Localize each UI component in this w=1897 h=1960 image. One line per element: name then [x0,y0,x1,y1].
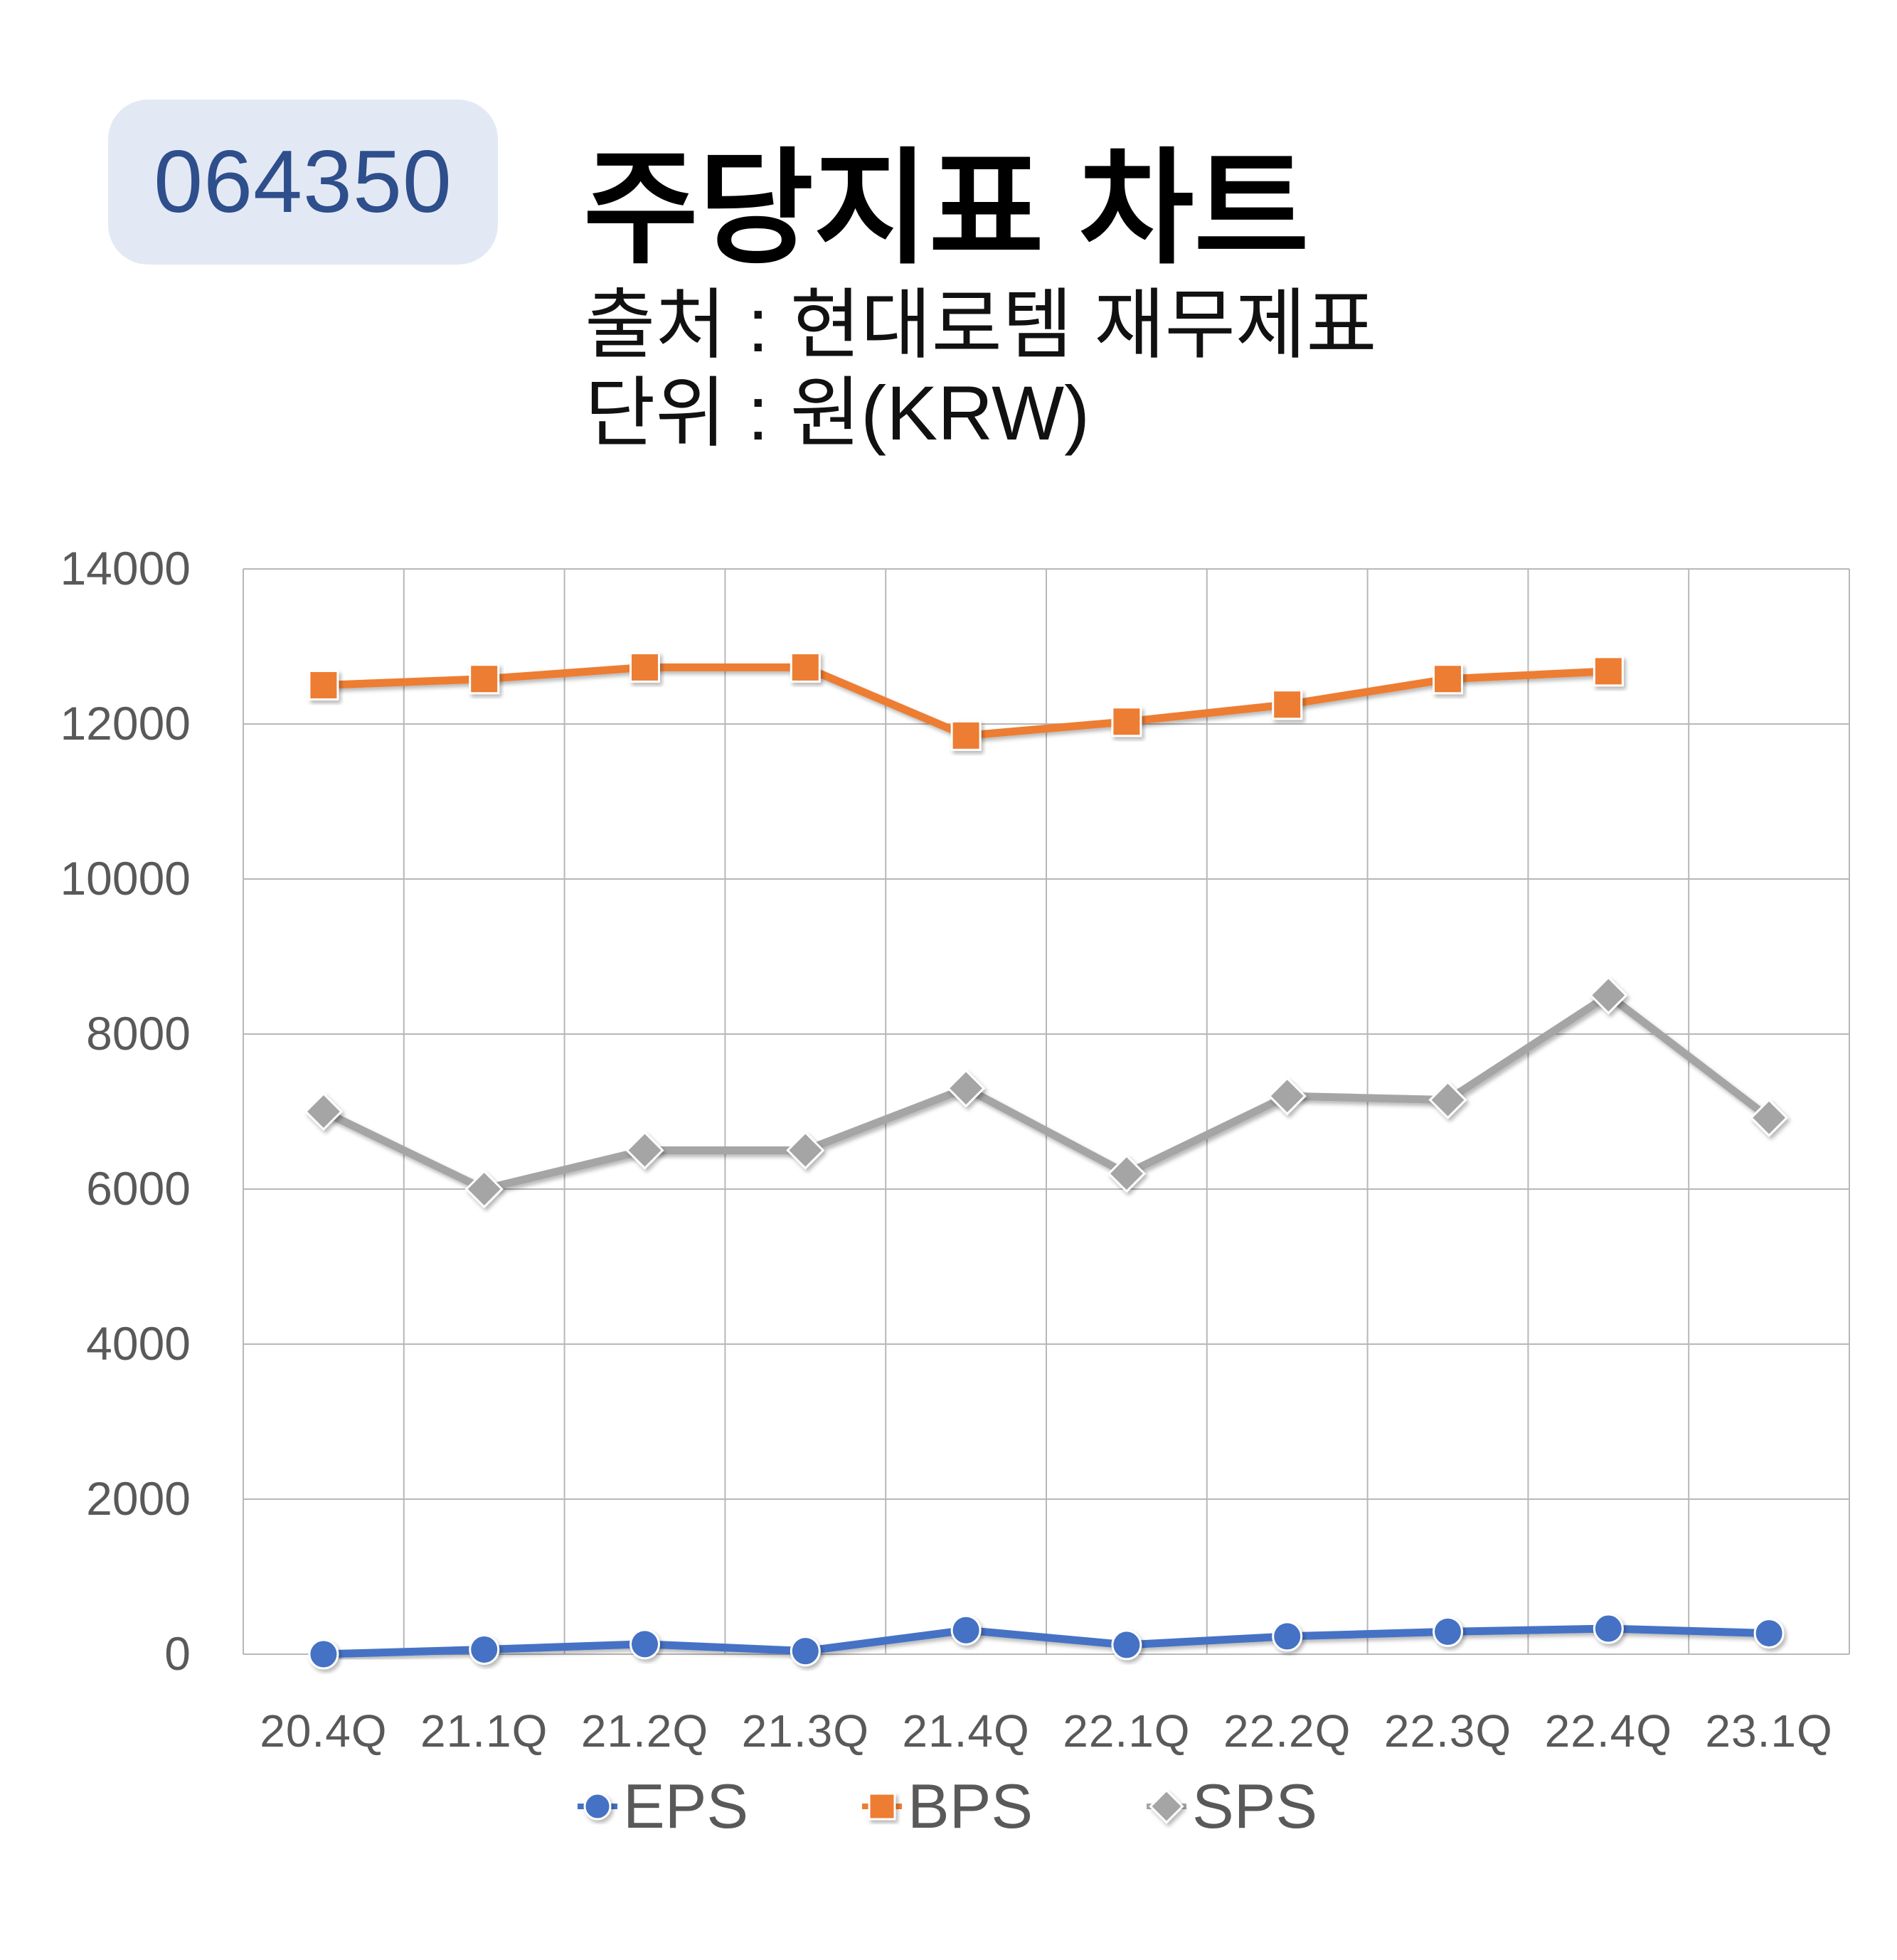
x-tick-label: 22.2Q [1223,1705,1351,1757]
bps-point [1433,664,1463,695]
y-tick-label: 10000 [60,852,191,905]
page-title: 주당지표 차트 [583,139,1309,279]
y-tick-label: 2000 [86,1472,191,1525]
source-line: 출처 : 현대로템 재무제표 [585,282,1377,368]
legend-marker-sps [1149,1789,1184,1824]
eps-series-line [319,1624,1773,1658]
sps-series-line [319,991,1773,1193]
y-tick-label: 8000 [86,1007,191,1060]
eps-point [629,1629,660,1660]
sps-point [786,1131,825,1170]
stock-code: 064350 [154,133,452,231]
x-tick-label: 21.3Q [742,1705,869,1757]
sps-point [625,1131,664,1170]
eps-point [1753,1618,1785,1649]
legend-marker-bps [868,1792,896,1821]
y-tick-label: 14000 [60,542,191,595]
x-tick-label: 23.1Q [1705,1705,1832,1757]
stock-code-badge: 064350 [108,100,498,265]
legend-marker-eps [583,1792,612,1821]
bps-point [629,651,660,683]
legend-label-sps: SPS [1192,1771,1317,1841]
bps-point [308,670,339,701]
x-tick-label: 21.2Q [581,1705,708,1757]
legend-label-bps: BPS [908,1771,1033,1841]
eps-point [469,1634,500,1665]
x-tick-label: 22.1Q [1063,1705,1190,1757]
eps-point [1272,1621,1303,1652]
y-tick-label: 0 [164,1627,191,1680]
sps-point [1749,1098,1789,1137]
sps-point [464,1169,504,1209]
y-tick-label: 4000 [86,1317,191,1370]
eps-point [1433,1616,1463,1647]
sps-point [1428,1080,1467,1119]
bps-point [1272,689,1303,720]
bps-point [1593,656,1624,687]
legend-label-eps: EPS [623,1771,748,1841]
sps-point [1107,1154,1147,1193]
sps-point [1268,1077,1307,1116]
x-tick-label: 20.4Q [260,1705,387,1757]
bps-point [1111,706,1142,737]
sps-point [946,1069,986,1108]
y-tick-label: 12000 [60,697,191,750]
eps-point [1593,1613,1624,1644]
eps-point [308,1639,339,1670]
sps-point [304,1092,344,1131]
x-tick-label: 22.4Q [1545,1705,1672,1757]
unit-line: 단위 : 원(KRW) [585,370,1090,456]
eps-point [790,1636,821,1667]
bps-point [950,720,982,751]
y-tick-label: 6000 [86,1162,191,1215]
bps-point [469,664,500,695]
bps-point [790,651,821,683]
sps-point [1589,976,1628,1015]
eps-point [1111,1629,1142,1661]
x-tick-label: 22.3Q [1384,1705,1511,1757]
eps-point [950,1614,982,1646]
x-tick-label: 21.4Q [902,1705,1029,1757]
x-tick-label: 21.1Q [420,1705,548,1757]
